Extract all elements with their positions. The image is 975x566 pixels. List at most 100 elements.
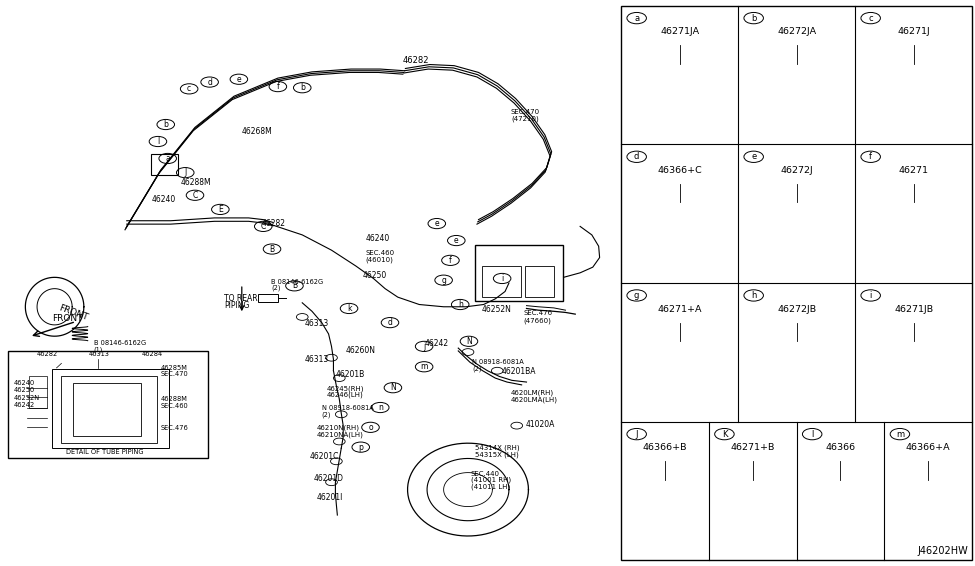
Text: SEC.460: SEC.460	[161, 402, 188, 409]
Text: j: j	[423, 342, 425, 351]
Text: (1): (1)	[94, 347, 103, 353]
Text: e: e	[435, 219, 439, 228]
Text: 46240: 46240	[366, 234, 390, 243]
Text: SEC.440: SEC.440	[471, 470, 500, 477]
Text: 46271+B: 46271+B	[730, 443, 775, 452]
Text: 46271J: 46271J	[897, 27, 930, 36]
Text: e: e	[751, 152, 757, 161]
Text: N 08918-6081A: N 08918-6081A	[322, 405, 373, 411]
Text: C: C	[192, 191, 198, 200]
Text: N: N	[390, 383, 396, 392]
Bar	[61, 376, 157, 443]
Bar	[621, 6, 972, 560]
Text: FRONT: FRONT	[58, 304, 90, 323]
Bar	[29, 376, 47, 408]
Text: b: b	[751, 14, 757, 23]
Text: DETAIL OF TUBE PIPING: DETAIL OF TUBE PIPING	[65, 449, 143, 455]
Bar	[52, 369, 169, 448]
Text: e: e	[454, 236, 458, 245]
Text: 46288M: 46288M	[161, 396, 188, 402]
Text: 46284: 46284	[141, 350, 163, 357]
Text: 46201D: 46201D	[314, 474, 344, 483]
Text: (46010): (46010)	[366, 257, 394, 263]
Text: 46252N: 46252N	[482, 305, 512, 314]
Text: c: c	[187, 84, 191, 93]
Text: m: m	[896, 430, 904, 439]
Text: (47660): (47660)	[524, 318, 552, 324]
Text: 46271JB: 46271JB	[894, 305, 933, 314]
Text: c: c	[869, 14, 873, 23]
Text: 46201B: 46201B	[335, 370, 365, 379]
Text: m: m	[420, 362, 428, 371]
Text: 46313: 46313	[304, 319, 329, 328]
Text: SEC.476: SEC.476	[161, 425, 188, 431]
Text: 46285M: 46285M	[161, 365, 188, 371]
Text: 4620LM(RH): 4620LM(RH)	[511, 390, 554, 396]
Text: E: E	[218, 205, 222, 214]
Text: 46210NA(LH): 46210NA(LH)	[317, 432, 364, 438]
Text: 46271: 46271	[899, 166, 928, 175]
Text: n: n	[378, 403, 382, 412]
Bar	[482, 266, 521, 297]
Text: 46245(RH): 46245(RH)	[327, 385, 364, 392]
Text: 46250: 46250	[363, 271, 387, 280]
Text: 46282: 46282	[403, 56, 429, 65]
Text: 46240: 46240	[14, 380, 35, 386]
Text: B: B	[269, 245, 275, 254]
Text: a: a	[166, 154, 170, 163]
Text: 54315X (LH): 54315X (LH)	[475, 452, 519, 458]
Text: 46242: 46242	[425, 339, 449, 348]
Text: 46272JB: 46272JB	[777, 305, 816, 314]
Text: 46271JA: 46271JA	[660, 27, 699, 36]
Text: b: b	[300, 83, 304, 92]
Text: J: J	[184, 168, 186, 177]
Text: (47210): (47210)	[511, 116, 538, 122]
Text: 46288M: 46288M	[180, 178, 211, 187]
Text: a: a	[634, 14, 640, 23]
Text: FRONT: FRONT	[52, 314, 82, 323]
Text: SEC.470: SEC.470	[511, 109, 540, 115]
Text: 46366+B: 46366+B	[643, 443, 687, 452]
Bar	[475, 245, 563, 301]
Text: (2): (2)	[472, 366, 482, 372]
Bar	[151, 154, 178, 175]
Text: 46210N(RH): 46210N(RH)	[317, 425, 360, 431]
Text: f: f	[869, 152, 873, 161]
Text: N: N	[466, 337, 472, 346]
Text: B: B	[292, 281, 297, 290]
Text: 46271+A: 46271+A	[657, 305, 702, 314]
Text: 54314X (RH): 54314X (RH)	[475, 445, 520, 451]
Bar	[258, 294, 278, 302]
Text: TO REAR: TO REAR	[224, 294, 257, 303]
Text: f: f	[277, 82, 279, 91]
Text: 46313: 46313	[304, 355, 329, 364]
Text: 46201BA: 46201BA	[501, 367, 535, 376]
Text: (41011 LH): (41011 LH)	[471, 484, 510, 490]
Text: 46246(LH): 46246(LH)	[327, 392, 364, 398]
Text: l: l	[157, 137, 159, 146]
Text: 46201C: 46201C	[310, 452, 339, 461]
Text: 46252N: 46252N	[14, 395, 40, 401]
Text: (41001 RH): (41001 RH)	[471, 477, 511, 483]
Text: 46272JA: 46272JA	[777, 27, 816, 36]
Text: d: d	[388, 318, 392, 327]
Text: g: g	[634, 291, 640, 300]
Text: SEC.470: SEC.470	[161, 371, 188, 377]
Text: K: K	[722, 430, 727, 439]
Text: (2): (2)	[271, 285, 281, 291]
Text: 46240: 46240	[151, 195, 176, 204]
Text: 46260N: 46260N	[346, 346, 376, 355]
Text: 46366+A: 46366+A	[906, 443, 951, 452]
Text: 46282: 46282	[261, 219, 286, 228]
Text: 46250: 46250	[14, 387, 35, 393]
Text: l: l	[811, 430, 813, 439]
Text: i: i	[501, 274, 503, 283]
Text: SEC.460: SEC.460	[366, 250, 395, 256]
Text: d: d	[207, 78, 213, 87]
Text: k: k	[347, 304, 351, 313]
Bar	[525, 266, 554, 297]
Text: b: b	[164, 120, 168, 129]
Text: 46272J: 46272J	[780, 166, 813, 175]
Text: 46201I: 46201I	[317, 493, 343, 502]
Bar	[112, 351, 132, 359]
